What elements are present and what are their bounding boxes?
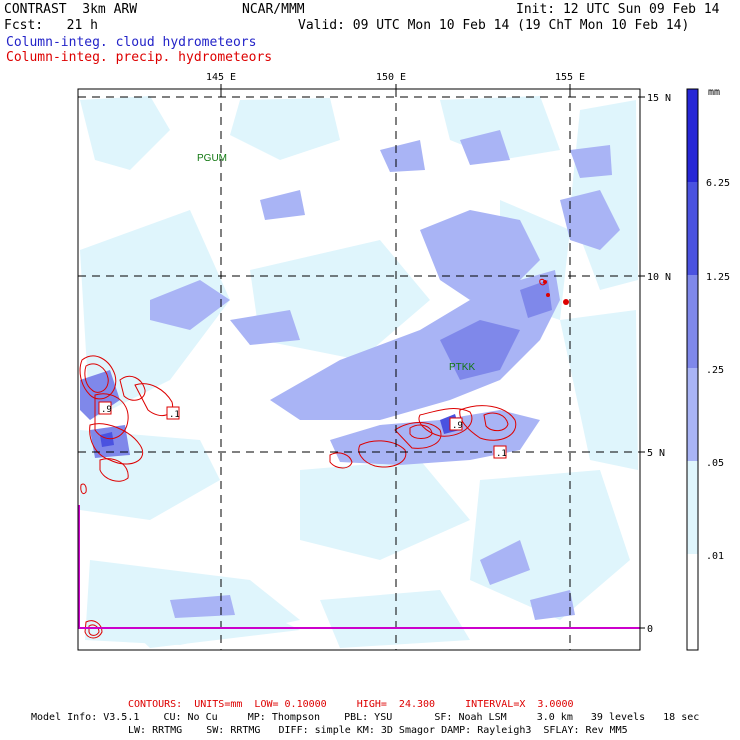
colorbar-tick-5: .01 [706, 551, 724, 562]
colorbar-tick-1: 6.25 [706, 178, 730, 189]
colorbar [686, 88, 699, 651]
svg-text:.9: .9 [101, 405, 112, 415]
colorbar-tick-4: .05 [706, 458, 724, 469]
station-pgum: PGUM [197, 153, 227, 164]
contour-label-3: .9 [449, 417, 463, 431]
lon-label-150: 150 E [376, 72, 406, 83]
model-info-line1: Model Info: V3.5.1 CU: No Cu MP: Thompso… [31, 712, 700, 723]
contour-label-1: .9 [98, 401, 112, 415]
map-frame [77, 88, 641, 651]
init-time: Init: 12 UTC Sun 09 Feb 14 [516, 2, 720, 17]
svg-text:.1: .1 [169, 410, 180, 420]
svg-text:.9: .9 [452, 421, 463, 431]
contour-label-4: .1 [493, 445, 507, 459]
lat-label-5n: 5 N [647, 448, 665, 459]
valid-time: Valid: 09 UTC Mon 10 Feb 14 (19 ChT Mon … [298, 18, 690, 33]
forecast-hour: Fcst: 21 h [4, 18, 98, 33]
contour-info: CONTOURS: UNITS=mm LOW= 0.10000 HIGH= 24… [128, 699, 574, 710]
field-label-cloud: Column-integ. cloud hydrometeors [6, 35, 257, 50]
cloud-lightest [80, 96, 638, 648]
field-label-precip: Column-integ. precip. hydrometeors [6, 50, 273, 65]
lat-label-10n: 10 N [647, 272, 671, 283]
contour-label-2: .1 [166, 406, 180, 420]
lat-label-0: 0 [647, 624, 653, 635]
precip-dots [543, 280, 569, 305]
center-title: NCAR/MMM [242, 2, 305, 17]
svg-text:.1: .1 [496, 449, 507, 459]
model-title: CONTRAST 3km ARW [4, 2, 138, 17]
cloud-light [150, 130, 620, 620]
lon-label-155: 155 E [555, 72, 585, 83]
colorbar-tick-3: .25 [706, 365, 724, 376]
lat-lon-grid [78, 89, 640, 650]
cloud-field [78, 89, 640, 650]
colorbar-units: mm [708, 87, 720, 98]
model-info-line2: LW: RRTMG SW: RRTMG DIFF: simple KM: 3D … [128, 725, 628, 736]
lat-label-15n: 15 N [647, 93, 671, 104]
station-ptkk: PTKK [449, 362, 475, 373]
precip-contours [79, 278, 546, 639]
axis-ticks [220, 84, 645, 629]
lon-label-145: 145 E [206, 72, 236, 83]
colorbar-tick-2: 1.25 [706, 272, 730, 283]
